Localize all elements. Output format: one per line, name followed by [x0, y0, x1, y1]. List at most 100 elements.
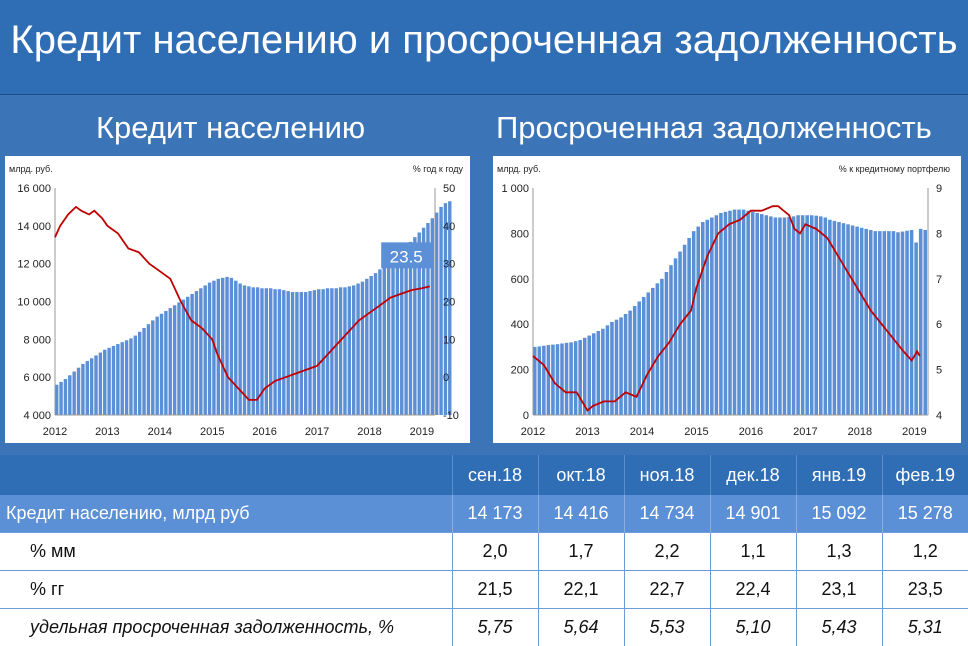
chart-bar: [824, 218, 828, 415]
chart-bar: [147, 324, 150, 415]
x-tick-label: 2017: [305, 426, 329, 438]
chart-bar: [578, 340, 582, 415]
chart-bar: [656, 283, 660, 415]
right-tick-label: 40: [443, 221, 455, 233]
chart-bar: [400, 250, 403, 415]
chart-bar: [919, 229, 923, 415]
chart-bar: [374, 273, 377, 415]
right-tick-label: 10: [443, 334, 455, 346]
chart-bar: [404, 247, 407, 415]
chart-bar: [846, 224, 850, 415]
column-header: фев.19: [882, 455, 968, 495]
data-table: сен.18 окт.18 ноя.18 дек.18 янв.19 фев.1…: [0, 455, 968, 646]
chart-bar: [361, 282, 364, 415]
chart-bar: [624, 314, 628, 415]
x-tick-label: 2014: [630, 426, 654, 438]
chart-bar: [356, 284, 359, 415]
chart-bar: [383, 266, 386, 415]
x-tick-label: 2013: [575, 426, 599, 438]
right-axis-unit: % к кредитному портфелю: [839, 164, 951, 174]
chart-bar: [291, 292, 294, 415]
x-tick-label: 2015: [200, 426, 224, 438]
chart-bar: [378, 269, 381, 415]
chart-bar: [391, 258, 394, 415]
table-cell: 23,1: [796, 571, 882, 609]
right-tick-label: 20: [443, 297, 455, 309]
chart-bar: [173, 305, 176, 415]
right-tick-label: 9: [936, 183, 942, 195]
chart-bar: [883, 231, 887, 415]
chart-bar: [169, 308, 172, 415]
annotation-label: 23.5: [390, 247, 423, 266]
row-label: % мм: [0, 533, 452, 571]
chart-bar: [252, 287, 255, 415]
chart-bar: [628, 311, 632, 415]
chart-bar: [637, 302, 641, 416]
right-axis-unit: % год к году: [413, 164, 464, 174]
chart-bar: [733, 210, 737, 415]
chart-bar: [556, 344, 560, 415]
x-tick-label: 2013: [95, 426, 119, 438]
chart-bar: [203, 285, 206, 415]
row-label: % гг: [0, 571, 452, 609]
x-tick-label: 2015: [684, 426, 708, 438]
table-cell: 15 278: [882, 495, 968, 533]
left-tick-label: 400: [511, 319, 529, 331]
left-tick-label: 1 000: [501, 183, 529, 195]
chart-bar: [260, 288, 263, 415]
chart-bar: [230, 278, 233, 415]
chart-bar: [238, 284, 241, 415]
left-tick-label: 4 000: [23, 410, 51, 422]
chart-bar: [121, 342, 124, 415]
left-axis-unit: млрд. руб.: [497, 164, 541, 174]
table-cell: 15 092: [796, 495, 882, 533]
chart-bar: [805, 215, 809, 415]
right-chart-subtitle: Просроченная задолженность: [496, 110, 932, 146]
chart-bar: [547, 345, 551, 415]
right-tick-label: 0: [443, 372, 449, 384]
chart-bar: [326, 288, 329, 415]
table-cell: 22,7: [624, 571, 710, 609]
table-header-row: сен.18 окт.18 ноя.18 дек.18 янв.19 фев.1…: [0, 455, 968, 495]
chart-bar: [542, 346, 546, 415]
table-cell: 2,0: [452, 533, 538, 571]
chart-bar: [724, 212, 728, 415]
chart-bar: [737, 210, 741, 415]
table-cell: 1,1: [710, 533, 796, 571]
chart-line: [55, 207, 430, 400]
table-row-gg: % гг 21,5 22,1 22,7 22,4 23,1 23,5: [0, 571, 968, 609]
chart-bar: [77, 368, 80, 415]
right-tick-label: 7: [936, 274, 942, 286]
left-tick-label: 10 000: [17, 297, 51, 309]
chart-bar: [923, 230, 927, 415]
chart-bar: [837, 222, 841, 415]
left-tick-label: 0: [523, 410, 529, 422]
right-tick-label: 5: [936, 365, 942, 377]
chart-bar: [765, 215, 769, 415]
chart-bar: [308, 291, 311, 415]
table-row-mm: % мм 2,0 1,7 2,2 1,1 1,3 1,2: [0, 533, 968, 571]
chart-bar: [90, 358, 93, 415]
chart-bar: [538, 346, 542, 415]
chart-bar: [278, 289, 281, 415]
right-tick-label: 30: [443, 259, 455, 271]
chart-bar: [674, 258, 678, 415]
chart-bar: [125, 340, 128, 415]
chart-bar: [774, 218, 778, 415]
chart-bar: [365, 279, 368, 415]
chart-bar: [107, 348, 110, 415]
chart-bar: [116, 344, 119, 415]
chart-bar: [914, 242, 918, 415]
chart-bar: [321, 289, 324, 415]
chart-bar: [190, 294, 193, 415]
column-header: окт.18: [538, 455, 624, 495]
chart-bar: [755, 213, 759, 415]
chart-bar: [864, 229, 868, 415]
chart-bar: [715, 215, 719, 415]
chart-bar: [94, 355, 97, 415]
chart-bar: [225, 277, 228, 415]
chart-bar: [129, 338, 132, 415]
chart-bar: [796, 215, 800, 415]
chart-bar: [901, 232, 905, 415]
